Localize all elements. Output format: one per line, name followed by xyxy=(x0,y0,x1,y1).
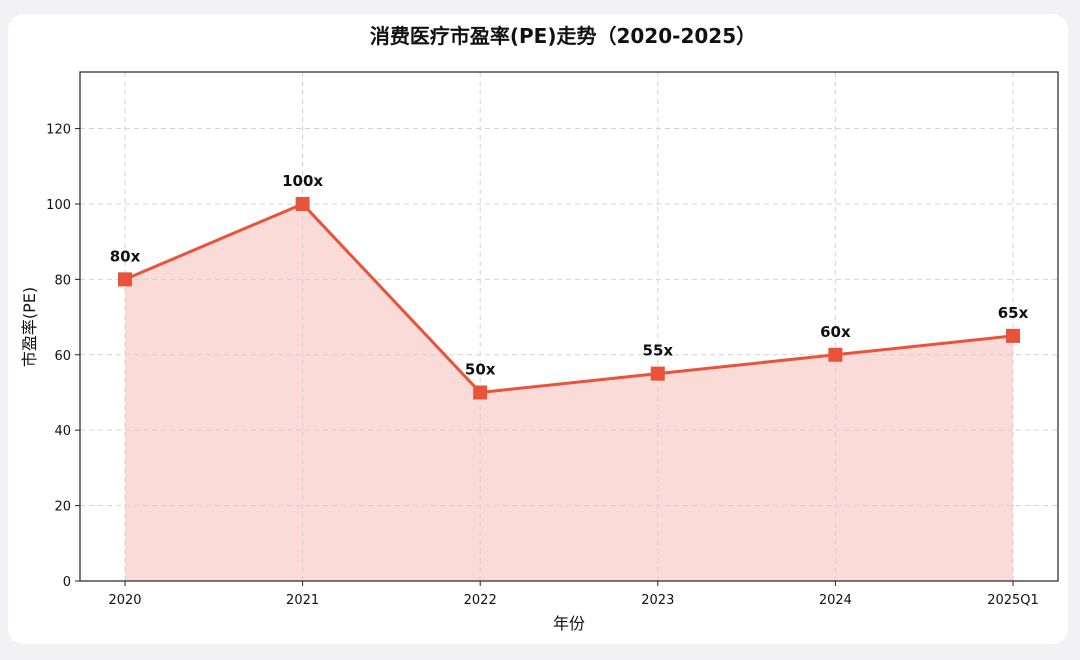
y-axis-label: 市盈率(PE) xyxy=(20,287,39,367)
y-tick-label: 80 xyxy=(54,273,71,288)
x-tick-label: 2025Q1 xyxy=(987,593,1039,608)
data-point-marker xyxy=(828,347,843,362)
x-tick-label: 2021 xyxy=(286,593,319,608)
y-tick-label: 120 xyxy=(46,123,71,138)
y-tick-label: 20 xyxy=(54,500,71,515)
data-label: 65x xyxy=(998,304,1029,322)
data-label: 60x xyxy=(820,323,851,341)
x-tick-label: 2022 xyxy=(464,593,497,608)
data-point-marker xyxy=(650,366,665,381)
data-point-marker xyxy=(1006,328,1020,343)
data-point-marker xyxy=(473,385,488,400)
x-tick-label: 2020 xyxy=(108,593,141,608)
x-tick-label: 2024 xyxy=(819,593,852,608)
y-tick-label: 60 xyxy=(54,349,71,364)
data-label: 80x xyxy=(110,247,141,265)
series-line xyxy=(124,202,1014,394)
data-label: 50x xyxy=(465,360,496,378)
y-tick-label: 0 xyxy=(63,575,71,590)
x-tick-label: 2023 xyxy=(641,593,674,608)
area-fill xyxy=(125,203,1013,582)
y-tick-label: 40 xyxy=(54,424,71,439)
data-label: 100x xyxy=(282,172,323,190)
y-tick-label: 100 xyxy=(46,198,71,213)
data-label: 55x xyxy=(643,342,674,360)
data-point-marker xyxy=(295,196,310,211)
plot-frame xyxy=(79,71,1059,582)
data-point-marker xyxy=(118,272,132,287)
x-axis-label: 年份 xyxy=(553,614,585,633)
chart-title: 消费医疗市盈率(PE)走势（2020-2025） xyxy=(370,24,756,48)
